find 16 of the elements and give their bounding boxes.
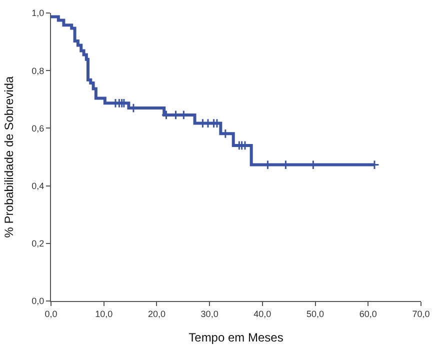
- x-tick-label: 60,0: [359, 308, 377, 319]
- y-tick-label: 0,6: [32, 123, 44, 134]
- y-tick-label: 0,0: [32, 296, 44, 306]
- x-tick-label: 50,0: [306, 308, 324, 319]
- x-tick-label: 0,0: [44, 308, 58, 319]
- x-tick-label: 70,0: [412, 308, 430, 319]
- x-tick-label: 10,0: [95, 308, 113, 319]
- y-tick-label: 0,2: [32, 238, 44, 249]
- x-tick-label: 40,0: [254, 308, 272, 319]
- y-tick-label: 1,0: [32, 8, 44, 18]
- x-tick-label: 20,0: [148, 308, 166, 319]
- y-tick-label: 0,8: [32, 66, 44, 76]
- x-axis-title: Tempo em Meses: [188, 330, 284, 345]
- y-tick-label: 0,4: [32, 180, 44, 191]
- y-axis-title: % Probabilidade de Sobrevida: [2, 76, 16, 238]
- x-tick-label: 30,0: [200, 308, 218, 319]
